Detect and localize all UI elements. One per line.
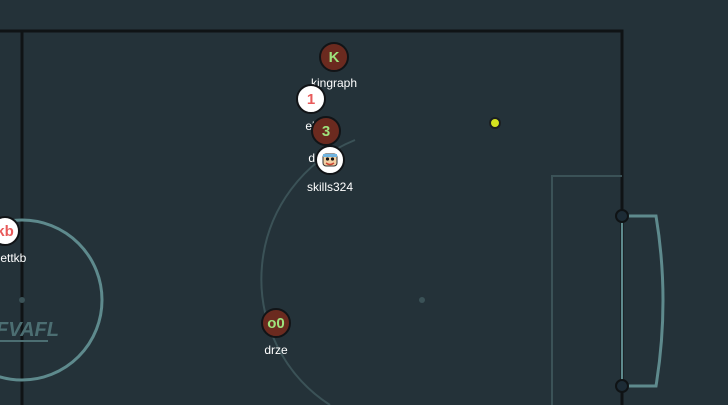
kickoff-spot — [19, 297, 25, 303]
player-avatar: kb — [0, 222, 14, 240]
goal-post-top — [615, 209, 629, 223]
kickoff-circle — [0, 218, 104, 382]
player-name: drze — [264, 343, 288, 357]
player-el: 1 — [296, 84, 326, 114]
penalty-area-line — [551, 175, 622, 405]
league-logo-text: FVAFL — [0, 319, 59, 341]
player-skills324 — [315, 145, 345, 175]
player-kingraph: K — [319, 42, 349, 72]
center-arc-line — [260, 139, 356, 405]
player-name: el — [305, 119, 315, 133]
player-avatar: 1 — [306, 90, 316, 108]
player-da: 3 — [311, 116, 341, 146]
league-logo: FVAFL — [0, 319, 59, 342]
player-avatar: o0 — [267, 314, 285, 332]
player-avatar: K — [328, 48, 340, 66]
player-drze: o0 — [261, 308, 291, 338]
player-avatar: 3 — [321, 122, 331, 140]
penalty-spot — [419, 297, 425, 303]
goal-net — [622, 214, 665, 388]
goal-post-bottom — [615, 379, 629, 393]
ball — [489, 117, 501, 129]
face-icon — [322, 153, 338, 167]
player-bettkb: kb — [0, 216, 20, 246]
player-name: skills324 — [306, 180, 354, 194]
player-name: kingraph — [310, 76, 358, 90]
